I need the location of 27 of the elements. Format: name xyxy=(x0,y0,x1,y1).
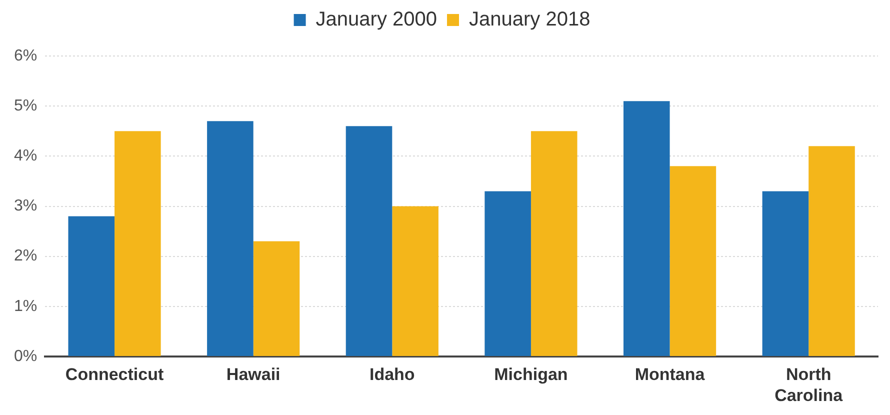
bar xyxy=(623,101,670,356)
bar xyxy=(762,191,809,356)
x-tick-label: Idaho xyxy=(369,364,415,384)
x-tick-label: Montana xyxy=(634,364,706,384)
bar xyxy=(253,241,300,356)
x-tick-label: Michigan xyxy=(494,364,568,384)
x-tick-label: North Carolina xyxy=(774,364,844,406)
y-tick-label: 3% xyxy=(14,198,38,215)
x-tick-label: Hawaii xyxy=(226,364,280,384)
y-tick-label: 6% xyxy=(14,47,38,64)
bar xyxy=(670,166,716,356)
bar xyxy=(392,206,438,356)
x-tick-label: Connecticut xyxy=(65,364,164,384)
y-tick-label: 4% xyxy=(14,148,38,165)
y-tick-label: 0% xyxy=(14,348,38,365)
bar xyxy=(484,191,531,356)
bar xyxy=(68,216,115,356)
bar xyxy=(808,146,855,356)
bar xyxy=(207,121,254,356)
bar xyxy=(114,131,161,356)
bar xyxy=(346,126,392,356)
legend-label: January 2018 xyxy=(469,8,590,31)
y-tick-label: 1% xyxy=(14,298,38,315)
legend-label: January 2000 xyxy=(316,8,437,31)
y-tick-label: 2% xyxy=(14,248,38,265)
bar xyxy=(530,131,578,356)
y-tick-label: 5% xyxy=(14,97,38,114)
